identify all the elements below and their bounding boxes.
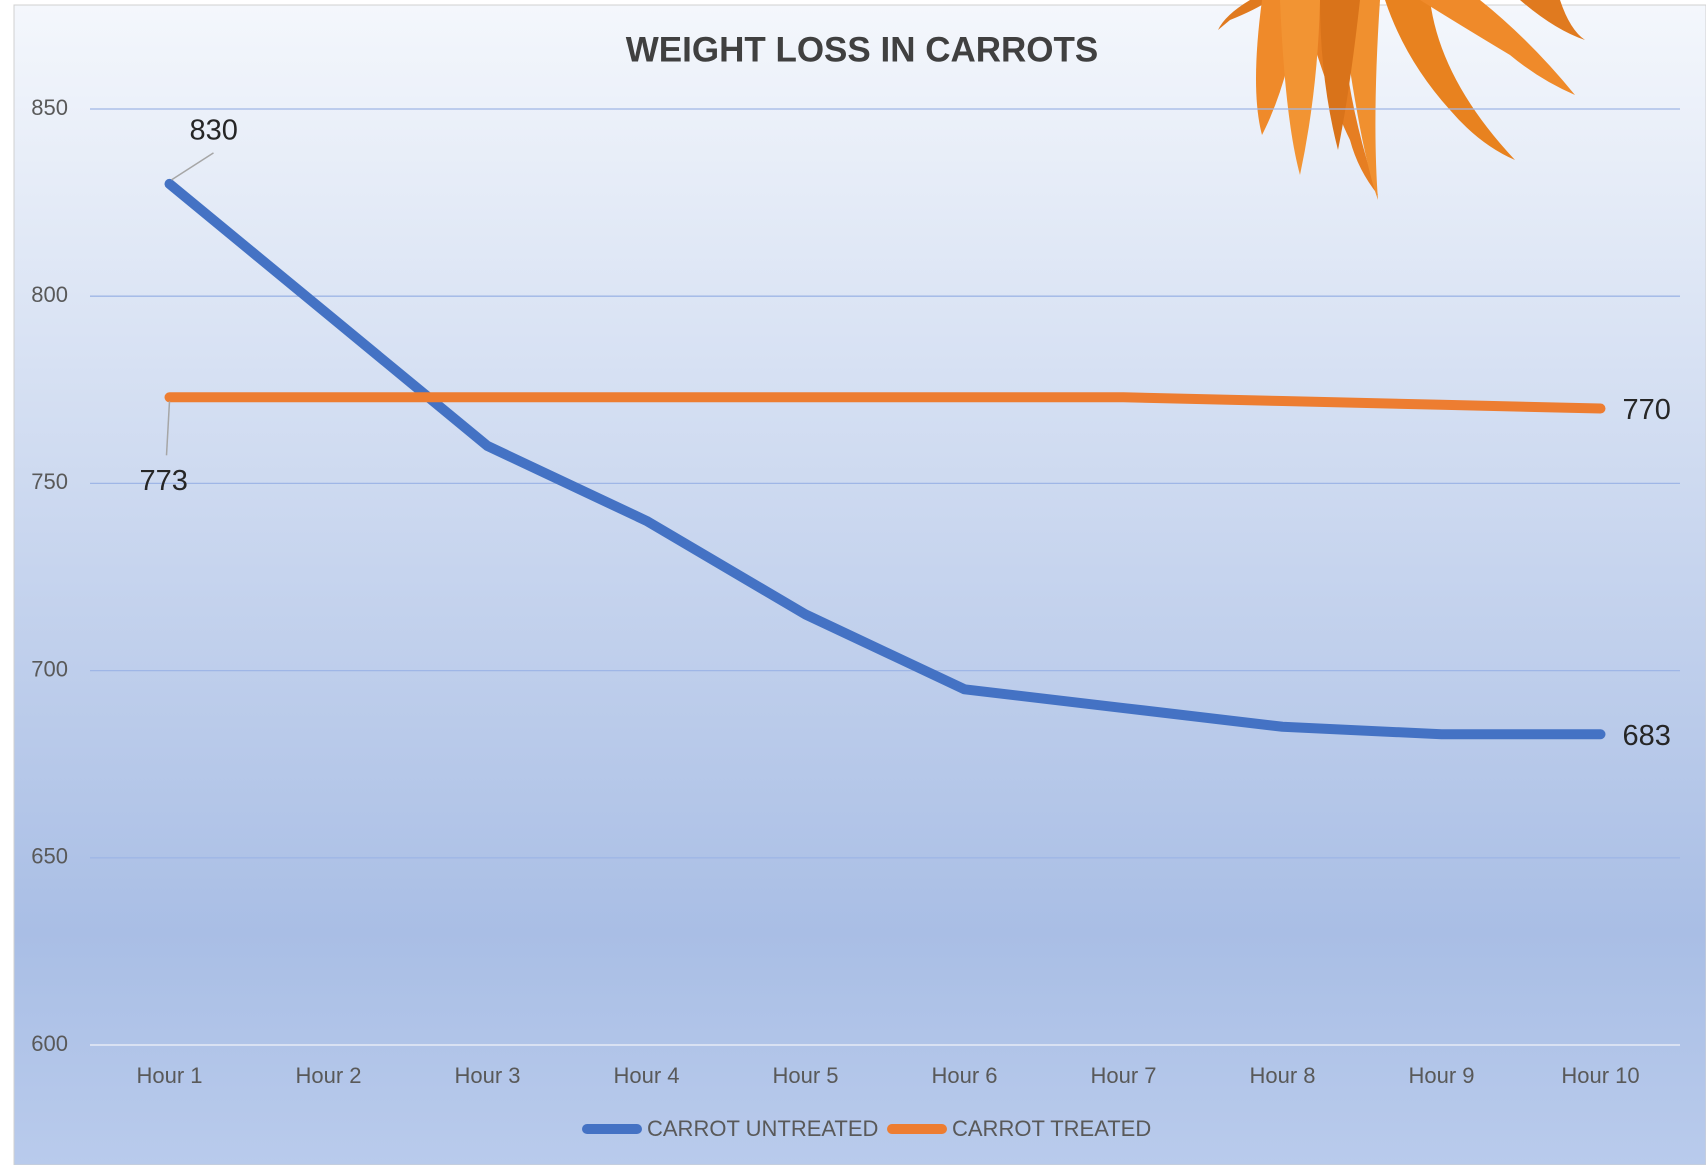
data-label: 773 xyxy=(140,465,188,497)
data-label: 770 xyxy=(1623,394,1671,426)
y-tick-label: 600 xyxy=(31,1031,68,1056)
x-tick-label: Hour 3 xyxy=(454,1063,520,1088)
y-tick-label: 750 xyxy=(31,469,68,494)
y-tick-label: 650 xyxy=(31,844,68,869)
x-tick-label: Hour 7 xyxy=(1090,1063,1156,1088)
x-tick-label: Hour 2 xyxy=(295,1063,361,1088)
y-tick-label: 850 xyxy=(31,95,68,120)
data-label: 683 xyxy=(1623,720,1671,752)
x-tick-label: Hour 5 xyxy=(772,1063,838,1088)
y-tick-label: 700 xyxy=(31,656,68,681)
x-tick-label: Hour 8 xyxy=(1249,1063,1315,1088)
x-tick-label: Hour 10 xyxy=(1561,1063,1639,1088)
x-tick-label: Hour 6 xyxy=(931,1063,997,1088)
chart: WEIGHT LOSS IN CARROTS 600 650 700 750 800 85… xyxy=(0,0,1706,1165)
y-tick-label: 800 xyxy=(31,282,68,307)
x-tick-label: Hour 1 xyxy=(136,1063,202,1088)
legend-label: CARROT TREATED xyxy=(952,1116,1151,1141)
x-tick-label: Hour 4 xyxy=(613,1063,679,1088)
chart-area xyxy=(14,5,1706,1165)
legend-label: CARROT UNTREATED xyxy=(647,1116,878,1141)
data-label: 830 xyxy=(190,115,238,147)
chart-title: WEIGHT LOSS IN CARROTS xyxy=(626,30,1099,69)
x-tick-label: Hour 9 xyxy=(1408,1063,1474,1088)
